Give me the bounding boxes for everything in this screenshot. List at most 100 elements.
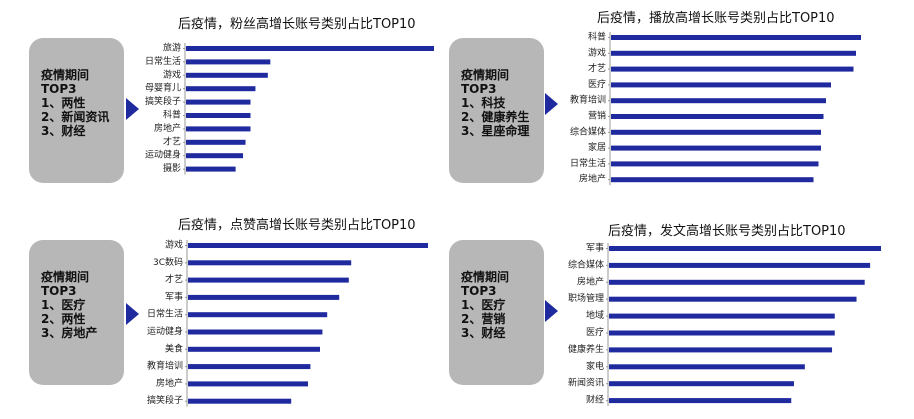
bar [609, 364, 805, 370]
category-label: 房地产 [156, 377, 183, 389]
bar [186, 99, 251, 105]
category-label: 营销 [588, 110, 606, 122]
category-label: 职场管理 [568, 292, 604, 304]
category-label: 地域 [586, 309, 604, 321]
top3-item: 3、财经 [41, 124, 86, 138]
bar [188, 329, 323, 335]
top3-item: 3、房地产 [41, 326, 98, 340]
bar [186, 46, 434, 51]
bar [609, 246, 881, 251]
bar [188, 312, 328, 318]
category-label: 3C数码 [153, 256, 183, 268]
category-label: 房地产 [579, 173, 606, 185]
arrow-right-icon [545, 300, 558, 322]
bar [186, 113, 251, 118]
bar [186, 126, 251, 132]
top3-sub: TOP3 [461, 284, 497, 298]
bar [188, 364, 311, 370]
top3-heading: 疫情期间 [461, 270, 510, 284]
bar [611, 161, 819, 167]
top3-item: 2、营销 [461, 312, 506, 326]
bar [188, 381, 308, 387]
category-label: 摄影 [163, 162, 181, 174]
category-label: 军事 [586, 242, 604, 254]
category-label: 综合媒体 [568, 258, 604, 270]
category-label: 教育培训 [147, 360, 183, 372]
top3-box: 疫情期间 TOP3 1、医疗 2、两性 3、房地产 [29, 240, 124, 385]
category-label: 科普 [163, 109, 181, 121]
top3-box: 疫情期间 TOP3 1、医疗 2、营销 3、财经 [449, 240, 544, 385]
bar [611, 129, 821, 135]
top3-sub: TOP3 [41, 284, 77, 298]
bar [609, 347, 833, 353]
category-label: 科普 [588, 31, 606, 43]
bar [186, 72, 268, 78]
top3-item: 1、医疗 [41, 298, 86, 312]
bar [609, 381, 794, 387]
category-label: 健康养生 [568, 343, 604, 355]
category-label: 财经 [586, 394, 604, 406]
category-label: 教育培训 [570, 94, 606, 106]
bar [609, 330, 835, 336]
top3-sub: TOP3 [461, 82, 497, 96]
top3-item: 3、星座命理 [461, 124, 530, 138]
top3-item: 2、新闻资讯 [41, 110, 110, 124]
bar [609, 279, 865, 285]
category-label: 日常生活 [147, 308, 183, 320]
bar [188, 260, 352, 266]
top3-box: 疫情期间 TOP3 1、两性 2、新闻资讯 3、财经 [29, 38, 124, 183]
category-label: 日常生活 [570, 157, 606, 169]
top3-box: 疫情期间 TOP3 1、科技 2、健康养生 3、星座命理 [449, 38, 544, 183]
top3-item: 1、两性 [41, 96, 86, 110]
category-label: 综合媒体 [570, 125, 606, 137]
top3-heading: 疫情期间 [41, 68, 90, 82]
bar [188, 346, 320, 352]
bar [188, 398, 292, 404]
category-label: 家电 [586, 360, 604, 372]
category-label: 日常生活 [145, 55, 181, 67]
top3-heading: 疫情期间 [41, 270, 90, 284]
category-label: 医疗 [586, 326, 604, 338]
bar [611, 98, 826, 104]
bar [611, 66, 854, 72]
bar [611, 145, 821, 151]
bar [188, 277, 349, 283]
top3-item: 1、科技 [461, 96, 506, 110]
bar [186, 86, 256, 92]
category-label: 旅游 [163, 42, 181, 54]
chart-title: 后疫情，播放高增长账号类别占比TOP10 [597, 11, 835, 26]
category-label: 游戏 [163, 68, 181, 80]
chart-title: 后疫情，点赞高增长账号类别占比TOP10 [178, 218, 416, 233]
category-label: 军事 [165, 290, 183, 302]
chart-title: 后疫情，粉丝高增长账号类别占比TOP10 [178, 17, 416, 32]
bar [186, 139, 246, 145]
category-label: 搞笑段子 [147, 394, 183, 406]
bar [611, 82, 831, 88]
category-label: 才艺 [165, 273, 183, 285]
category-label: 才艺 [163, 135, 181, 147]
bar [609, 398, 792, 404]
bar [609, 296, 857, 302]
bar [609, 262, 871, 268]
arrow-right-icon [126, 303, 139, 325]
category-label: 家居 [588, 141, 606, 153]
top3-item: 2、健康养生 [461, 110, 530, 124]
arrow-right-icon [126, 98, 139, 120]
category-label: 游戏 [165, 239, 183, 251]
top3-item: 2、两性 [41, 312, 86, 326]
bar [188, 243, 428, 248]
bar [611, 35, 861, 40]
bar [609, 313, 835, 319]
top3-sub: TOP3 [41, 82, 77, 96]
top3-heading: 疫情期间 [461, 68, 510, 82]
arrow-right-icon [545, 93, 558, 115]
bar [611, 114, 824, 119]
category-label: 游戏 [588, 46, 606, 58]
top3-item: 3、财经 [461, 326, 506, 340]
category-label: 运动健身 [145, 149, 181, 161]
top3-item: 1、医疗 [461, 298, 506, 312]
category-label: 房地产 [577, 275, 604, 287]
category-label: 搞笑段子 [145, 95, 181, 107]
